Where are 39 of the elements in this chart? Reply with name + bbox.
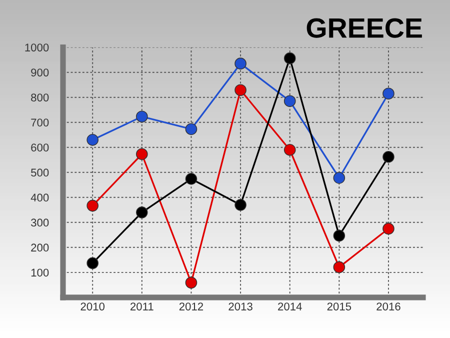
y-tick-label: 700 <box>31 118 49 126</box>
chart-title: GREECE <box>306 18 422 38</box>
y-tick-label: 900 <box>31 68 49 76</box>
point <box>333 261 346 274</box>
x-tick-label: 2011 <box>130 302 154 310</box>
y-tick-label: 400 <box>30 194 49 202</box>
x-tick-label: 2015 <box>327 302 352 310</box>
y-tick-label: 300 <box>31 218 49 227</box>
point <box>136 110 148 123</box>
point <box>86 257 98 270</box>
point <box>86 134 98 146</box>
point <box>333 230 346 242</box>
point <box>234 58 246 70</box>
x-tick-label: 2010 <box>80 302 105 310</box>
y-tick-label: 800 <box>31 94 49 102</box>
point <box>185 276 198 289</box>
y-tick-label: 100 <box>31 268 49 277</box>
x-tick-label: 2014 <box>278 302 302 310</box>
x-tick-label: 2016 <box>376 302 400 310</box>
point <box>185 172 198 185</box>
point <box>284 144 296 156</box>
y-tick-label: 1000 <box>25 44 49 52</box>
point <box>284 52 296 64</box>
point <box>382 88 394 100</box>
y-tick-label: 600 <box>31 144 49 152</box>
y-tick-label: 500 <box>31 168 49 177</box>
point <box>86 200 98 212</box>
point <box>284 95 296 107</box>
x-tick-label: 2012 <box>179 302 204 310</box>
point <box>136 148 148 160</box>
point <box>382 150 394 163</box>
point <box>136 206 148 218</box>
y-tick-label: 200 <box>31 244 49 252</box>
point <box>234 84 246 96</box>
point <box>234 198 246 211</box>
point <box>185 123 198 136</box>
x-tick-label: 2013 <box>228 302 252 310</box>
point <box>382 222 394 235</box>
point <box>333 172 346 184</box>
